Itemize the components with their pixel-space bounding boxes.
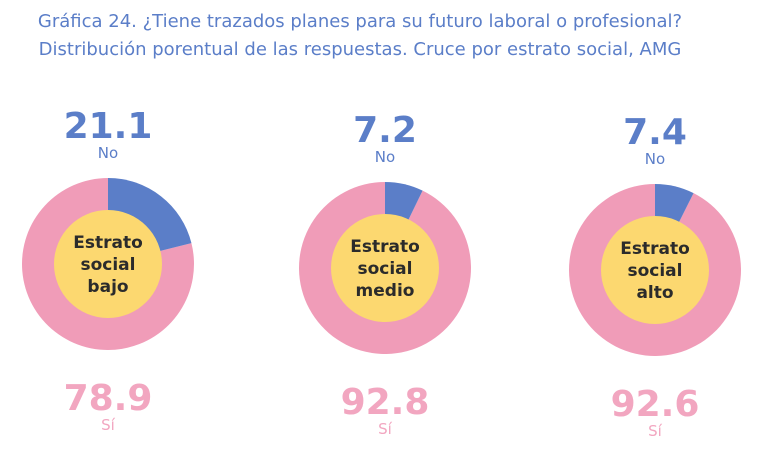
center-label-line: Estrato (73, 233, 143, 253)
center-label-line: alto (636, 283, 673, 303)
center-label-line: social (357, 259, 412, 279)
si-value-label: 78.9 (64, 378, 153, 419)
center-label-line: Estrato (350, 237, 420, 257)
si-category-label: Sí (378, 420, 393, 438)
si-category-label: Sí (648, 422, 663, 440)
no-value-label: 7.2 (353, 110, 417, 151)
no-category-label: No (645, 150, 665, 168)
center-label-line: Estrato (620, 239, 690, 259)
center-label-line: social (627, 261, 682, 281)
center-label-line: medio (356, 281, 415, 301)
center-label-line: bajo (87, 277, 128, 297)
no-value-label: 7.4 (623, 112, 687, 153)
no-category-label: No (98, 144, 118, 162)
si-category-label: Sí (101, 416, 116, 434)
center-label-line: social (80, 255, 135, 275)
si-value-label: 92.6 (611, 384, 700, 425)
donut-center (601, 216, 709, 324)
donut-center (54, 210, 162, 318)
chart-subtitle: Distribución porentual de las respuestas… (38, 39, 682, 60)
donut-center (331, 214, 439, 322)
no-category-label: No (375, 148, 395, 166)
no-value-label: 21.1 (64, 106, 153, 147)
si-value-label: 92.8 (341, 382, 430, 423)
chart-title: Gráfica 24. ¿Tiene trazados planes para … (37, 11, 683, 32)
chart-title-block: Gráfica 24. ¿Tiene trazados planes para … (0, 8, 720, 64)
